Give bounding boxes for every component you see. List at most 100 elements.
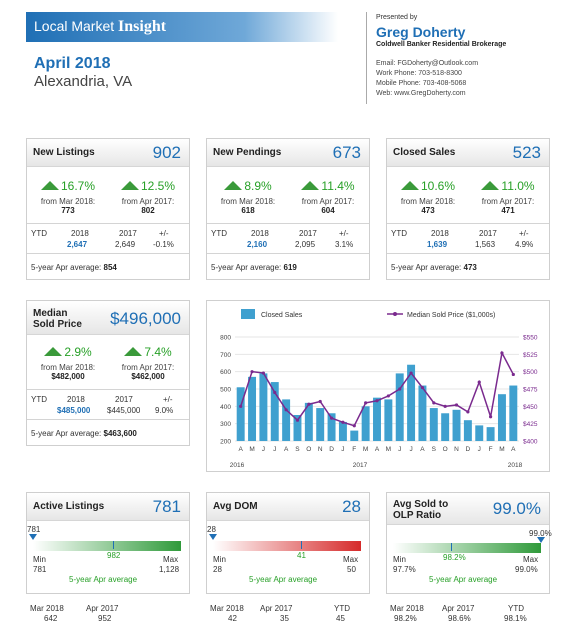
average-value: 98.2% [443,553,466,562]
x-tick-label: A [375,446,380,453]
presenter-work-phone: Work Phone: 703-518-8300 [376,70,462,77]
panel-value: $496,000 [110,309,181,328]
bar-closed-sales [452,409,461,441]
point-median-price [409,371,413,375]
apr-value: $462,000 [131,372,165,381]
x-tick-label: A [420,446,425,453]
up-arrow-icon [224,181,243,191]
panel-header: New Listings 902 [27,139,189,167]
y-right-tick-label: $425 [523,421,538,428]
panel-title: Closed Sales [393,147,456,158]
apr-label: from Apr 2017: [301,197,355,206]
active-listings-panel: Active Listings 781 781 982 Min Max 781 … [26,492,190,594]
average-value: 982 [107,551,121,560]
y-right-tick-label: $400 [523,439,538,446]
olp-apr-label: Apr 2017 [442,604,475,613]
active-apr-value: 952 [98,614,112,623]
average-label: 5-year Apr average [429,575,498,584]
olp-ytd-value: 98.1% [504,614,527,623]
y-right-tick-label: $550 [523,335,538,342]
panel-header: Median Sold Price $496,000 [27,301,189,335]
x-tick-label: M [386,446,391,453]
point-median-price [364,401,368,405]
ytd-2017-value: 2,095 [295,240,316,249]
average-tick [451,543,452,551]
apr-comparison: 12.5% from Apr 2017: 802 [109,177,187,215]
apr-label: from Apr 2017: [121,197,175,206]
up-arrow-icon [400,181,419,191]
range-bar [33,541,181,551]
bar-closed-sales [259,373,268,441]
point-median-price [273,390,277,395]
point-median-price [511,372,515,377]
new-listings-panel: New Listings 902 16.7% from Mar 2018: 77… [26,138,190,280]
ytd-2018-label: 2018 [67,395,85,404]
ytd-pm-label: +/- [163,395,173,404]
active-apr-label: Apr 2017 [86,604,119,613]
average-tick [301,541,302,549]
olp-apr-value: 98.6% [448,614,471,623]
panel-value: 902 [152,143,181,162]
divider [207,223,369,224]
x-tick-label: J [409,446,412,453]
chart-svg: Closed Sales Median Sold Price ($1,000s) 2… [220,309,538,469]
point-median-price [398,387,402,391]
bar-closed-sales [316,408,325,441]
up-arrow-icon [124,347,143,357]
x-tick-label: A [239,446,244,453]
point-median-price [500,351,504,355]
ytd-pm-value: 4.9% [515,240,534,249]
mar-value: 618 [241,206,255,215]
panel-title: Active Listings [33,501,105,512]
header-divider [366,12,367,104]
presenter-web[interactable]: Web: www.GregDoherty.com [376,90,466,97]
apr-value: 802 [141,206,155,215]
point-median-price [454,403,459,407]
panel-value: 523 [512,143,541,162]
divider [27,223,189,224]
mar-pct: 8.9% [244,178,272,193]
point-median-price [386,394,390,398]
max-value: 50 [347,565,356,574]
point-median-price [375,399,379,403]
x-tick-label: D [329,446,334,453]
panel-value: 28 [342,497,361,516]
dom-mar-value: 42 [228,614,237,623]
bar-closed-sales [293,415,302,441]
presented-by: Presented by [376,14,418,21]
average-tick [113,541,114,549]
point-median-price [261,371,265,375]
bar-closed-sales [418,385,427,441]
bar-closed-sales [350,430,359,441]
point-median-price [284,408,288,412]
min-value: 28 [213,565,222,574]
bar-closed-sales [373,397,381,441]
bar-closed-sales [304,402,313,441]
divider [27,419,189,420]
current-marker-icon [537,537,545,543]
y-left-tick-label: 600 [220,369,231,376]
min-value: 781 [33,565,47,574]
x-tick-label: S [295,446,300,453]
x-tick-label: M [363,446,368,453]
apr-pct: 11.4% [321,178,355,193]
dom-ytd-label: YTD [334,604,350,613]
legend-swatch-closed-sales [241,309,255,319]
point-median-price [329,416,334,420]
mar-comparison: 2.9% from Mar 2018: $482,000 [29,343,107,381]
legend-label-closed-sales: Closed Sales [261,312,303,319]
x-tick-label: S [432,446,437,453]
legend-label-median-price: Median Sold Price ($1,000s) [407,312,495,319]
presenter-email[interactable]: Email: FGDoherty@Outlook.com [376,60,479,67]
up-arrow-icon [40,181,59,191]
mar-pct: 16.7% [60,178,96,193]
point-median-price [352,424,356,428]
x-tick-label: J [398,446,401,453]
x-tick-label: A [284,446,289,453]
ytd-label: YTD [31,229,47,238]
panel-title: Avg DOM [213,501,258,512]
point-median-price [250,370,254,374]
x-tick-label: N [454,446,459,453]
mar-label: from Mar 2018: [400,197,456,206]
apr-comparison: 11.0% from Apr 2017: 471 [469,177,547,215]
